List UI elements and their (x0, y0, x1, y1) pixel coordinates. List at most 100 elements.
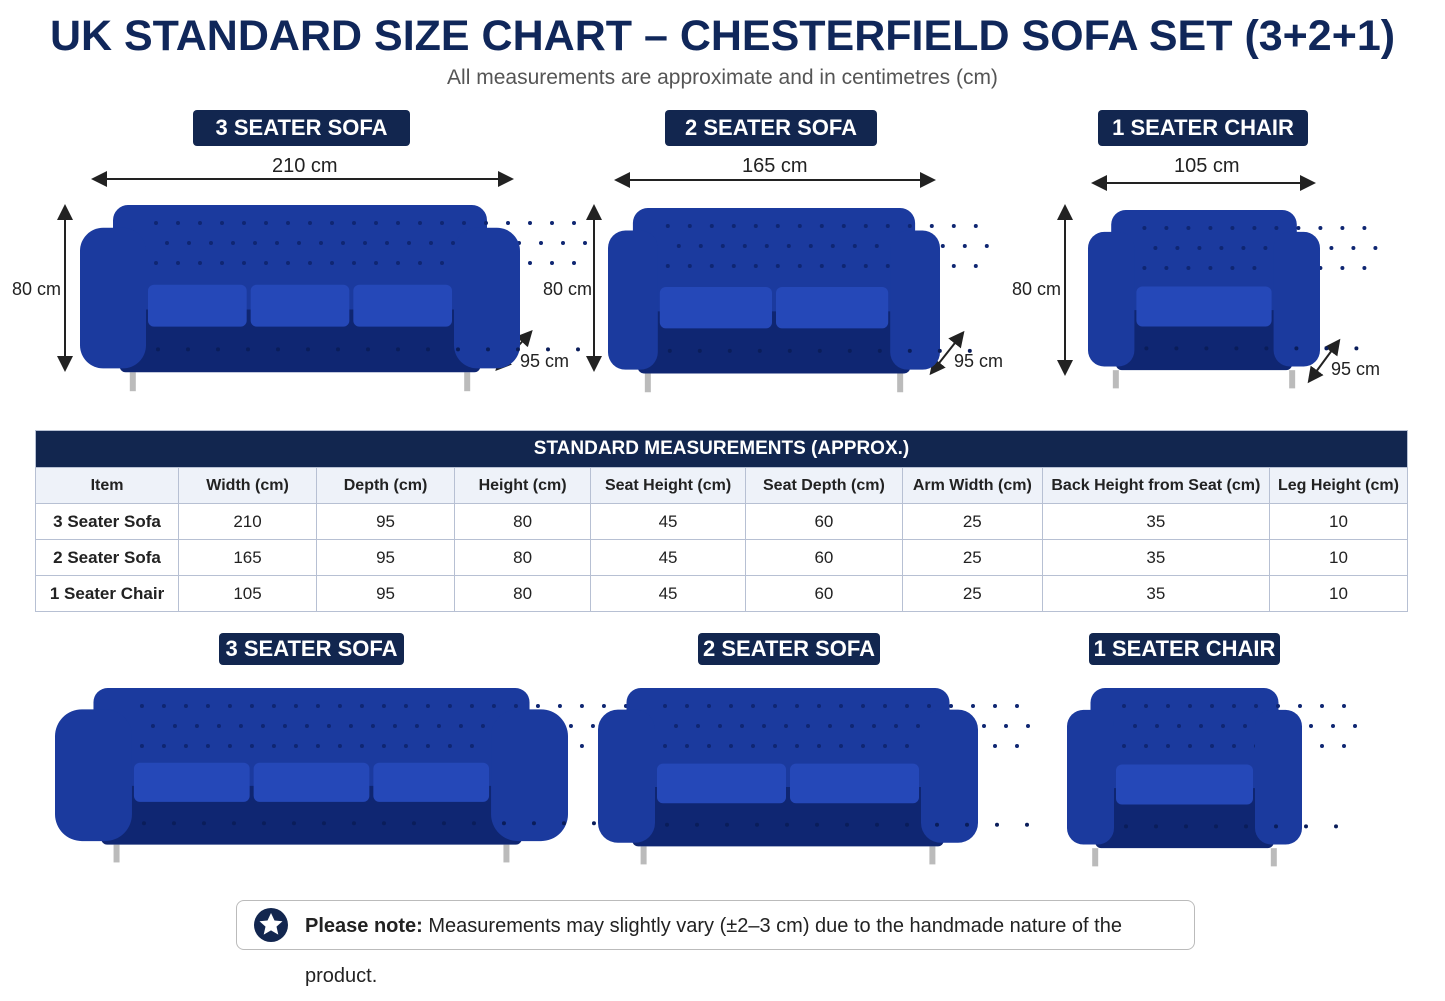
seat-cushion (776, 286, 889, 329)
tuft (1274, 226, 1279, 230)
tuft (315, 744, 320, 748)
tuft (1186, 226, 1191, 230)
width-label: 210 cm (272, 155, 338, 177)
tuft (531, 821, 536, 826)
tuft (381, 821, 386, 826)
cell: 25 (901, 575, 1043, 612)
height-label: 80 cm (12, 279, 62, 299)
tuft (1144, 704, 1148, 708)
tuft (707, 704, 711, 708)
cell: 80 (454, 539, 592, 576)
tuft (440, 221, 444, 225)
tuft (381, 704, 386, 708)
tuft (861, 744, 865, 748)
column-header: Width (cm) (178, 467, 318, 504)
tuft (385, 241, 389, 245)
tuft (352, 221, 356, 225)
tuft (579, 704, 584, 708)
tuft (469, 704, 474, 708)
tuft (441, 821, 446, 826)
tuft (183, 704, 188, 708)
tuft (1320, 744, 1324, 748)
tuft (965, 822, 969, 827)
sofa-arm (454, 227, 520, 369)
tuft (484, 221, 488, 225)
tuft (264, 221, 268, 225)
tuft (1263, 246, 1268, 250)
tuft (1188, 744, 1192, 748)
tuft (583, 241, 587, 245)
tuft (528, 261, 532, 265)
tuft (806, 724, 810, 728)
tuft (471, 821, 476, 826)
tuft (1174, 346, 1179, 351)
tuft (264, 261, 268, 265)
tuft (1219, 246, 1224, 250)
tuft (458, 724, 463, 728)
product-label: 2 SEATER SOFA (698, 633, 880, 665)
tuft (907, 224, 912, 228)
tuft (337, 704, 342, 708)
cell: 45 (590, 575, 746, 612)
tuft (535, 704, 540, 708)
tuft (709, 224, 714, 228)
tuft (1274, 824, 1278, 829)
tuft (276, 347, 280, 352)
tuft (940, 244, 945, 248)
leg (464, 372, 471, 392)
tuft (709, 264, 714, 268)
sofa-arm (598, 709, 655, 843)
tuft (172, 724, 177, 728)
tuft (304, 724, 309, 728)
sofa-illustration (608, 208, 989, 393)
tuft (775, 224, 780, 228)
tuft (697, 348, 702, 353)
tuft (905, 704, 909, 708)
tuft (194, 724, 199, 728)
tuft (1342, 704, 1346, 708)
tuft (993, 744, 997, 748)
tuft (282, 724, 287, 728)
sofa-illustration (1067, 688, 1357, 867)
tuft (171, 821, 176, 826)
width-label: 165 cm (742, 155, 808, 177)
tuft (1124, 824, 1128, 829)
tuft (973, 264, 978, 268)
tuft (253, 241, 257, 245)
tuft (366, 347, 370, 352)
seat-cushion (1136, 286, 1272, 327)
row-label: 3 Seater Sofa (34, 503, 180, 540)
table-title: STANDARD MEASUREMENTS (APPROX.) (35, 430, 1408, 468)
cell: 45 (590, 539, 746, 576)
tuft (775, 264, 780, 268)
tuft (139, 744, 144, 748)
tuft (426, 347, 430, 352)
tuft (161, 704, 166, 708)
tuft (561, 821, 566, 826)
tuft (506, 221, 510, 225)
leg (1270, 848, 1277, 867)
product-label: 3 SEATER SOFA (193, 110, 410, 146)
depth-label: 95 cm (954, 351, 1004, 371)
cell: 35 (1041, 539, 1270, 576)
tuft (1353, 724, 1357, 728)
tuft (852, 244, 857, 248)
tuft (209, 241, 213, 245)
tuft (720, 244, 725, 248)
tuft (374, 261, 378, 265)
title: UK STANDARD SIZE CHART – CHESTERFIELD SO… (49, 12, 1396, 60)
cell: 10 (1268, 539, 1409, 576)
tuft (370, 724, 375, 728)
seat-cushion (373, 762, 490, 802)
tuft (572, 221, 576, 225)
tuft (396, 347, 400, 352)
tuft (271, 704, 276, 708)
product-label: 1 SEATER CHAIR (1089, 633, 1280, 665)
tuft (216, 347, 220, 352)
tuft (396, 261, 400, 265)
tuft (863, 264, 868, 268)
tuft (286, 261, 290, 265)
tuft (1252, 266, 1257, 270)
tuft (1197, 246, 1202, 250)
tuft (698, 244, 703, 248)
